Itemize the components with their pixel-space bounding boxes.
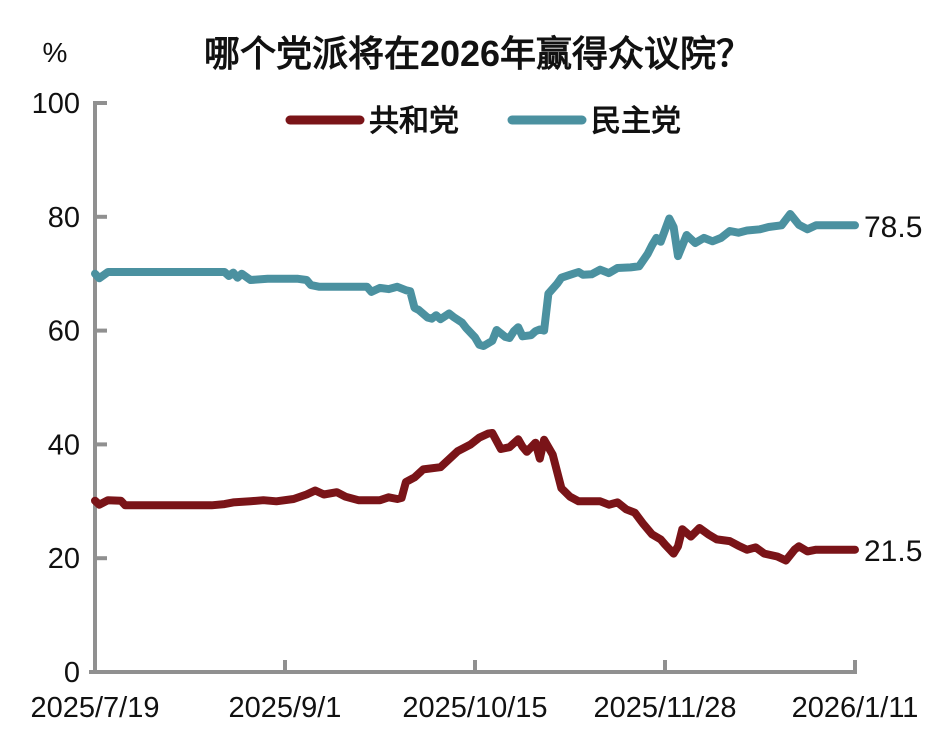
x-axis: 2025/7/19 2025/9/1 2025/10/15 2025/11/28 202… (30, 660, 918, 724)
y-tick-label: 40 (48, 429, 80, 461)
democrat-series-line (91, 210, 859, 350)
chart-legend: 共和党 民主党 (285, 105, 681, 138)
y-tick-label: 80 (48, 202, 80, 234)
y-tick-label: 0 (64, 657, 80, 689)
chart-title: 哪个党派将在2026年赢得众议院？ (204, 33, 752, 74)
x-tick-label: 2025/7/19 (30, 692, 159, 724)
legend-item-republican: 共和党 (285, 105, 459, 138)
x-tick-label: 2025/11/28 (594, 692, 737, 724)
x-tick-label: 2026/1/11 (792, 692, 919, 724)
x-tick-label: 2025/10/15 (402, 692, 547, 724)
republican-end-value-label: 21.5 (864, 535, 922, 568)
republican-series-line (91, 429, 859, 565)
legend-item-democrat: 民主党 (507, 105, 681, 138)
x-tick-label: 2025/9/1 (229, 692, 342, 724)
y-axis: 0 20 40 60 80 100 (32, 88, 107, 689)
legend-label-democrat: 民主党 (591, 105, 681, 138)
y-tick-label: 20 (48, 543, 80, 575)
y-tick-label: 100 (32, 88, 80, 120)
y-axis-unit-label: % (43, 37, 68, 68)
y-tick-label: 60 (48, 316, 80, 348)
democrat-end-value-label: 78.5 (864, 211, 922, 244)
legend-label-republican: 共和党 (369, 105, 459, 138)
